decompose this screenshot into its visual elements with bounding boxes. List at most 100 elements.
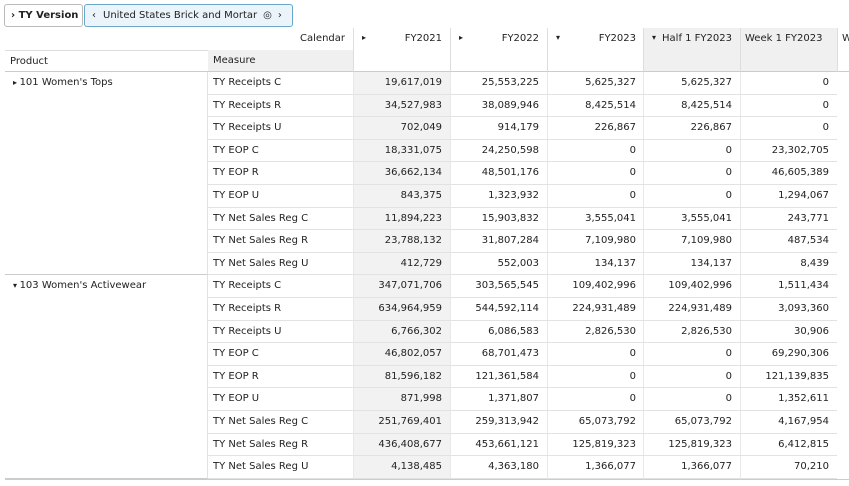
value-cell: 412,729 [353,252,450,276]
value-cell: 5,625,327 [547,72,644,95]
column-header[interactable]: W [837,28,849,72]
measure-cell: TY Net Sales Reg R [208,230,353,253]
measure-header: Measure [208,50,353,72]
value-cell: 436,408,677 [353,433,450,457]
product-header: Product [5,50,208,72]
value-cell: 125,819,323 [547,433,644,457]
column-header[interactable]: ▸ FY2021 [353,28,450,72]
column-header[interactable]: ▾ FY2023 [547,28,644,72]
value-cell: 0 [740,117,837,140]
column-label: FY2022 [501,33,539,44]
measure-cell: TY Receipts U [208,321,353,344]
partial-row [5,478,849,486]
expand-icon[interactable]: ▸ [362,33,367,42]
value-cell: 109,402,996 [643,275,740,298]
value-cell: 24,250,598 [450,139,547,163]
value-cell: 121,139,835 [740,365,837,389]
value-cell: 0 [643,365,740,389]
value-cell: 8,439 [740,252,837,276]
value-cell: 0 [547,343,644,366]
expand-icon[interactable]: ▸ [459,33,464,42]
measure-cell: TY Receipts C [208,72,353,95]
value-cell: 65,073,792 [547,411,644,434]
value-cell: 702,049 [353,117,450,140]
value-cell: 3,555,041 [643,207,740,231]
value-cell: 6,086,583 [450,320,547,344]
value-cell: 34,527,983 [353,94,450,118]
value-cell: 4,167,954 [740,411,837,434]
column-label: FY2023 [598,33,636,44]
version-button[interactable]: › TY Version [4,4,83,27]
value-cell: 2,826,530 [643,320,740,344]
expand-icon[interactable]: ▾ [556,33,561,42]
measure-cell: TY Receipts C [208,275,353,298]
product-label: 101 Women's Tops [19,77,113,88]
column-label: Week 1 FY2023 [745,33,823,44]
selection-label: United States Brick and Mortar [103,10,258,21]
measure-cell: TY EOP R [208,162,353,185]
value-cell: 259,313,942 [450,411,547,434]
value-cell: 18,331,075 [353,139,450,163]
measure-cell: TY Receipts U [208,117,353,140]
calendar-label: Calendar [300,33,345,44]
value-cell: 1,366,077 [643,456,740,479]
expand-icon[interactable]: ▾ [652,33,657,42]
value-cell: 25,553,225 [450,72,547,95]
value-cell: 46,605,389 [740,162,837,185]
value-cell: 347,071,706 [353,275,450,298]
value-cell: 81,596,182 [353,365,450,389]
value-cell: 0 [547,388,644,411]
version-label: TY Version [18,10,79,21]
measure-cell: TY Net Sales Reg U [208,253,353,276]
value-cell: 487,534 [740,230,837,253]
value-cell: 453,661,121 [450,433,547,457]
value-cell: 19,617,019 [353,72,450,95]
value-cell: 226,867 [643,117,740,140]
column-header[interactable]: Week 1 FY2023 [740,28,837,72]
value-cell: 1,352,611 [740,388,837,411]
prev-arrow[interactable]: ‹ [92,10,96,21]
column-header[interactable]: ▾ Half 1 FY2023 [643,28,740,72]
value-cell: 0 [643,343,740,366]
expand-icon[interactable]: ▾ [13,281,20,291]
value-cell: 23,788,132 [353,230,450,253]
value-cell: 69,290,306 [740,343,837,366]
value-cell: 0 [643,162,740,185]
value-cell: 7,109,980 [643,230,740,253]
value-cell: 0 [643,139,740,163]
value-cell: 871,998 [353,388,450,411]
value-cell: 70,210 [740,456,837,479]
value-cell: 3,555,041 [547,207,644,231]
value-cell: 0 [547,162,644,185]
value-cell: 46,802,057 [353,343,450,366]
measure-cell: TY Net Sales Reg R [208,434,353,457]
value-cell: 65,073,792 [643,411,740,434]
column-label: Half 1 FY2023 [662,33,732,44]
value-cell: 0 [547,185,644,208]
value-cell: 8,425,514 [643,94,740,118]
value-cell: 1,323,932 [450,185,547,208]
next-arrow[interactable]: › [277,10,282,21]
value-cell: 1,366,077 [547,456,644,479]
column-label: FY2021 [404,33,442,44]
product-cell: ▾ 103 Women's Activewear [5,275,208,479]
column-label: W [842,33,849,44]
value-cell: 8,425,514 [547,94,644,118]
value-cell: 38,089,946 [450,94,547,118]
column-header[interactable]: ▸ FY2022 [450,28,547,72]
value-cell: 634,964,959 [353,298,450,321]
value-cell: 552,003 [450,252,547,276]
value-cell: 0 [740,72,837,95]
value-cell: 843,375 [353,185,450,208]
value-cell: 226,867 [547,117,644,140]
value-cell: 6,766,302 [353,320,450,344]
selection-pill[interactable]: ‹ United States Brick and Mortar ◎ › [84,4,293,27]
value-cell: 5,625,327 [643,72,740,95]
value-cell: 30,906 [740,320,837,344]
measure-cell: TY Net Sales Reg C [208,208,353,231]
target-icon[interactable]: ◎ [263,10,272,21]
value-cell: 68,701,473 [450,343,547,366]
expand-icon[interactable]: ▸ [13,78,20,87]
measure-cell: TY Receipts R [208,95,353,118]
